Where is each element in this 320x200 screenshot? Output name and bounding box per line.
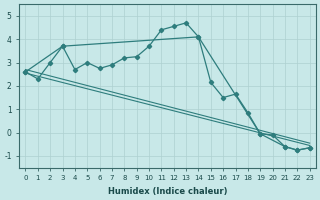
X-axis label: Humidex (Indice chaleur): Humidex (Indice chaleur) xyxy=(108,187,227,196)
